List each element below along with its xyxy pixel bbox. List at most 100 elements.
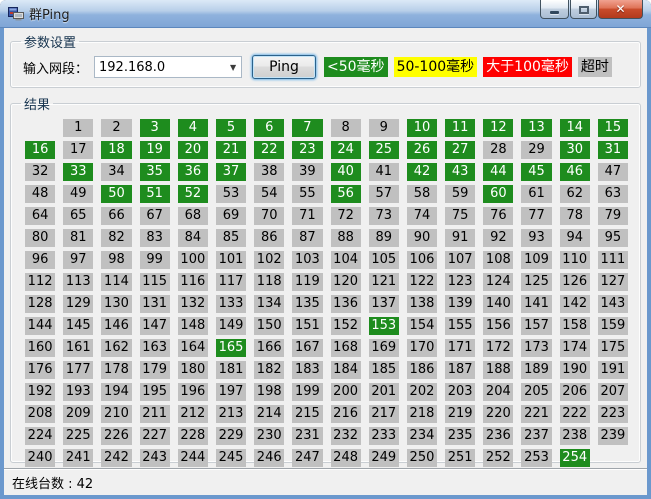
grid-cell: 207 — [597, 383, 628, 401]
grid-cell: 191 — [597, 361, 628, 379]
ping-button[interactable]: Ping — [252, 55, 317, 79]
grid-cell: 162 — [101, 339, 132, 357]
window-frame: 参数设置 输入网段： ▼ Ping <50毫秒50-100毫秒大于100毫秒超时… — [0, 28, 651, 499]
grid-cell: 214 — [254, 405, 285, 423]
grid-cell: 248 — [330, 449, 361, 467]
grid-cell: 178 — [101, 361, 132, 379]
grid-cell: 238 — [559, 427, 590, 445]
grid-cell: 95 — [597, 229, 628, 247]
grid-cell: 31 — [597, 141, 628, 159]
grid-cell: 186 — [406, 361, 438, 379]
grid-cell: 87 — [292, 229, 323, 247]
grid-cell: 204 — [483, 383, 514, 401]
grid-cell: 161 — [63, 339, 94, 357]
grid-cell: 22 — [254, 141, 285, 159]
grid-cell: 4 — [177, 119, 208, 137]
grid-cell: 174 — [559, 339, 590, 357]
grid-cell: 72 — [330, 207, 361, 225]
grid-cell: 106 — [406, 251, 438, 269]
grid-cell: 57 — [368, 185, 399, 203]
results-group-label: 结果 — [24, 98, 51, 113]
grid-cell: 150 — [254, 317, 285, 335]
grid-cell: 21 — [215, 141, 247, 159]
grid-cell: 5 — [215, 119, 247, 137]
network-segment-input[interactable] — [95, 59, 226, 75]
grid-cell: 55 — [292, 185, 323, 203]
grid-cell: 206 — [559, 383, 590, 401]
grid-cell: 171 — [445, 339, 476, 357]
close-icon: ✕ — [615, 2, 626, 16]
grid-cell: 252 — [483, 449, 514, 467]
grid-cell: 63 — [597, 185, 628, 203]
title-bar[interactable]: 群Ping ✕ — [0, 0, 651, 28]
grid-cell: 164 — [177, 339, 208, 357]
grid-cell: 147 — [139, 317, 170, 335]
grid-cell: 211 — [139, 405, 170, 423]
grid-cell: 241 — [63, 449, 94, 467]
grid-cell: 42 — [406, 163, 438, 181]
minimize-button[interactable] — [540, 0, 569, 19]
grid-cell: 194 — [101, 383, 132, 401]
grid-cell: 156 — [483, 317, 514, 335]
combo-dropdown-icon[interactable]: ▼ — [229, 62, 237, 72]
grid-cell: 144 — [25, 317, 56, 335]
grid-cell: 96 — [25, 251, 56, 269]
grid-cell: 134 — [254, 295, 285, 313]
close-button[interactable]: ✕ — [598, 0, 643, 19]
grid-cell: 135 — [292, 295, 323, 313]
grid-cell: 188 — [483, 361, 514, 379]
grid-cell: 86 — [254, 229, 285, 247]
grid-cell: 100 — [177, 251, 208, 269]
grid-cell: 240 — [25, 449, 56, 467]
grid-cell: 133 — [215, 295, 247, 313]
grid-cell: 67 — [139, 207, 170, 225]
grid-cell: 18 — [101, 141, 132, 159]
grid-cell: 203 — [445, 383, 476, 401]
grid-cell: 212 — [177, 405, 208, 423]
grid-cell: 228 — [177, 427, 208, 445]
grid-cell: 36 — [177, 163, 208, 181]
grid-cell: 179 — [139, 361, 170, 379]
network-segment-combobox[interactable]: ▼ — [94, 56, 243, 78]
grid-cell: 37 — [215, 163, 247, 181]
grid-cell: 104 — [330, 251, 361, 269]
grid-cell: 7 — [292, 119, 323, 137]
grid-cell: 122 — [406, 273, 438, 291]
grid-cell: 225 — [63, 427, 94, 445]
grid-cell: 19 — [139, 141, 170, 159]
grid-cell: 102 — [254, 251, 285, 269]
grid-cell: 173 — [521, 339, 552, 357]
grid-cell: 110 — [559, 251, 590, 269]
grid-cell: 145 — [63, 317, 94, 335]
grid-cell: 1 — [63, 119, 94, 137]
grid-cell: 237 — [521, 427, 552, 445]
window-controls: ✕ — [539, 0, 643, 19]
maximize-button[interactable] — [570, 0, 597, 19]
grid-cell: 97 — [63, 251, 94, 269]
grid-cell: 82 — [101, 229, 132, 247]
app-icon — [8, 6, 24, 20]
grid-cell: 26 — [406, 141, 438, 159]
grid-cell: 91 — [445, 229, 476, 247]
grid-cell: 64 — [25, 207, 56, 225]
grid-cell: 93 — [521, 229, 552, 247]
grid-cell: 184 — [330, 361, 361, 379]
legend-50-100ms: 50-100毫秒 — [393, 57, 478, 77]
grid-cell: 180 — [177, 361, 208, 379]
grid-cell: 177 — [63, 361, 94, 379]
grid-cell: 181 — [215, 361, 247, 379]
grid-cell: 49 — [63, 185, 94, 203]
grid-cell: 146 — [101, 317, 132, 335]
grid-cell: 125 — [521, 273, 552, 291]
grid-cell: 43 — [445, 163, 476, 181]
grid-cell: 247 — [292, 449, 323, 467]
grid-cell: 152 — [330, 317, 361, 335]
grid-cell: 41 — [368, 163, 399, 181]
grid-cell: 159 — [597, 317, 628, 335]
grid-cell: 25 — [368, 141, 399, 159]
grid-cell: 183 — [292, 361, 323, 379]
grid-cell: 29 — [521, 141, 552, 159]
grid-cell: 195 — [139, 383, 170, 401]
